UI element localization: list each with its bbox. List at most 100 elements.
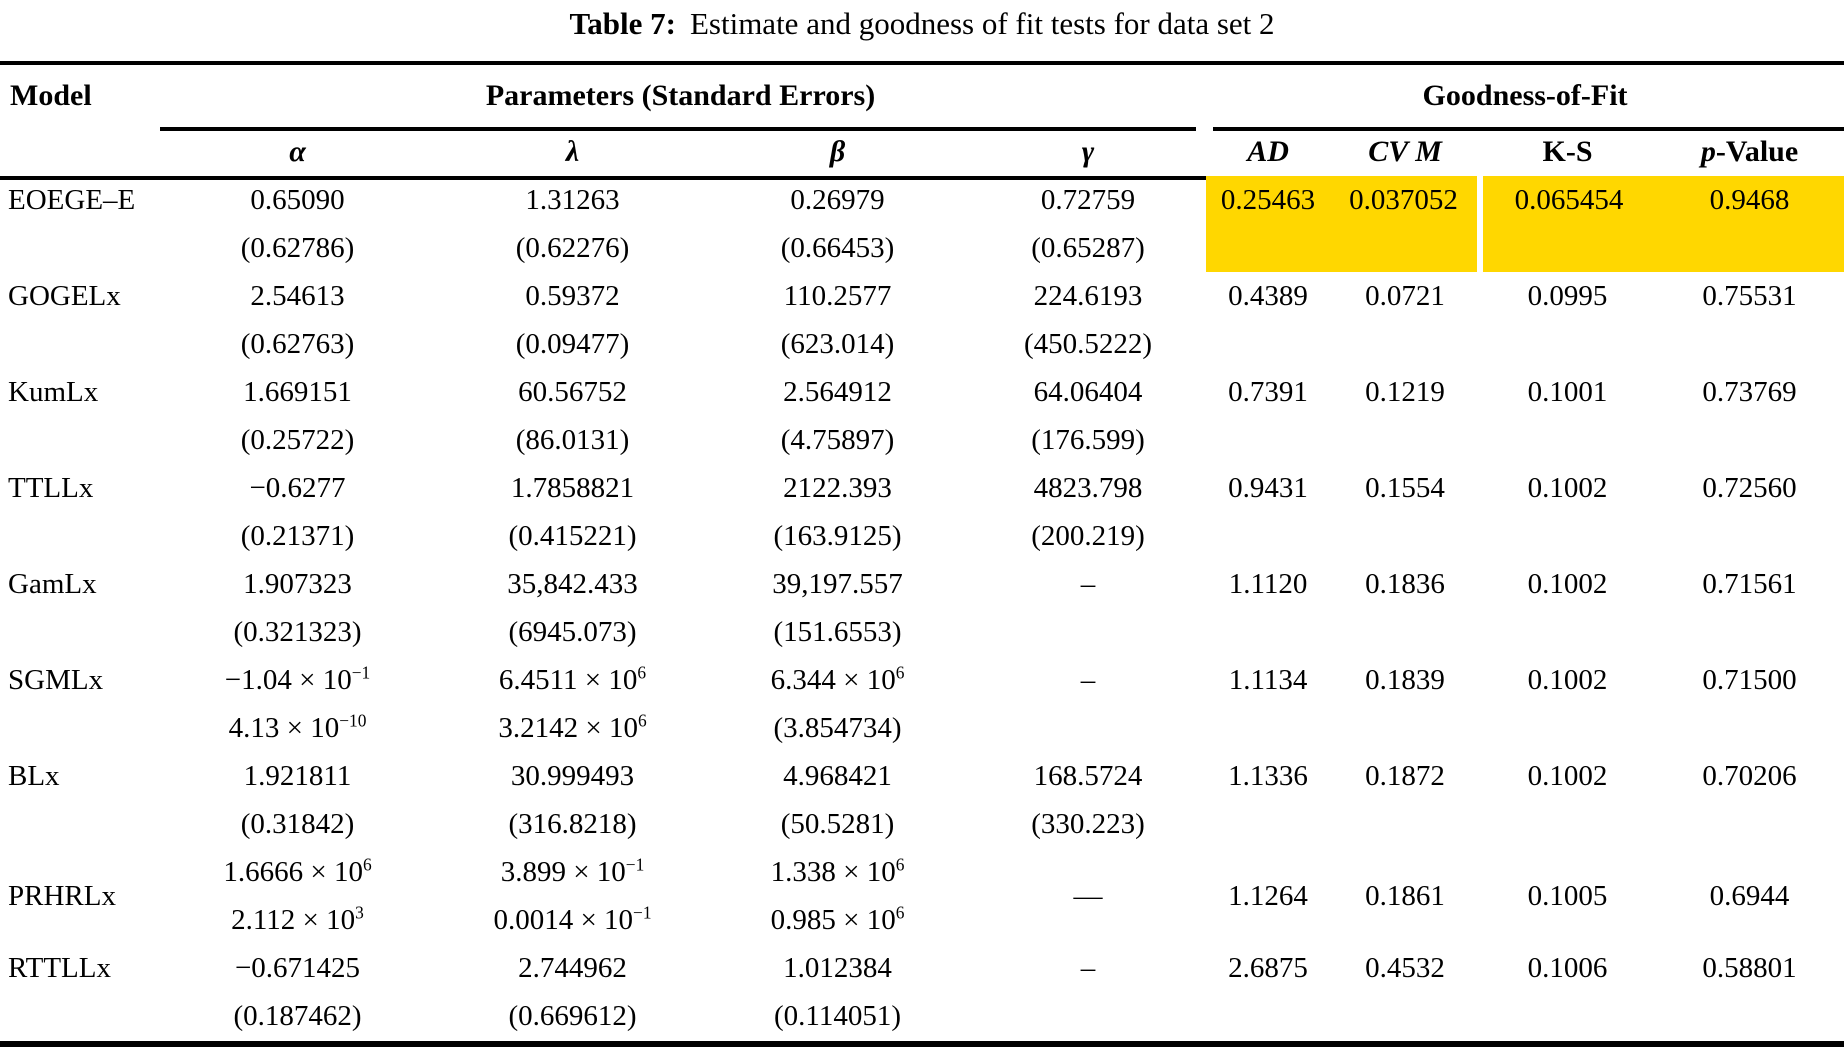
gof-value: 0.1002 [1527,472,1608,504]
param-stderr: (0.62763) [240,328,355,360]
table-row-stderr: (0.21371) (0.415221) (163.9125) (200.219) [0,512,1844,560]
gof-value: 0.70206 [1702,760,1797,792]
param-stderr: (0.669612) [508,1000,637,1032]
table-row: RTTLLx −0.671425 2.744962 1.012384 – 2.6875 0.… [0,944,1844,992]
table-row: GOGELx 2.54613 0.59372 110.2577 224.6193 0.43… [0,272,1844,320]
gof-value: 0.065454 [1477,176,1656,272]
param-stderr [970,704,1206,752]
param-estimate: −0.671425 [234,952,361,984]
param-estimate: 2.744962 [518,952,627,984]
model-name: TTLLx [8,472,94,504]
model-name: RTTLLx [8,952,111,984]
param-estimate: – [1080,664,1096,696]
table-caption-label: Table 7: [569,6,676,41]
gof-value: 1.1120 [1228,568,1308,600]
param-stderr: (163.9125) [773,520,902,552]
column-header-ks: K-S [1542,134,1593,168]
model-name: EOEGE–E [8,184,136,216]
gof-value: 0.4389 [1228,280,1308,312]
param-stderr: (450.5222) [1023,328,1153,360]
param-stderr: (151.6553) [773,616,902,648]
model-name: BLx [8,760,60,792]
param-stderr: (3.854734) [773,712,902,744]
gof-value: 0.25463 [1206,176,1331,272]
param-estimate: 1.669151 [243,376,352,408]
gof-value: 0.71500 [1702,664,1797,696]
header-group-row: Model Parameters (Standard Errors) Goodn… [0,65,1844,127]
table-row-stderr: 4.13 × 10−10 3.2142 × 106 (3.854734) [0,704,1844,752]
top-rule [0,61,1844,65]
gof-value: 0.71561 [1702,568,1797,600]
param-stderr: 0.985 × 106 [770,902,905,936]
param-estimate: 110.2577 [783,280,892,312]
param-estimate: 1.921811 [243,760,352,792]
param-estimate: 2.564912 [783,376,892,408]
gof-value: 0.1002 [1527,568,1608,600]
results-table: Model Parameters (Standard Errors) Goodn… [0,65,1844,1040]
parameters-group-rule [160,127,1196,131]
column-header-ad: AD [1247,134,1289,168]
param-estimate: 2122.393 [783,472,892,504]
gamma-dash: — [1073,879,1103,912]
param-estimate: 0.59372 [525,280,620,312]
header-sub-row: α λ β γ AD CV M K-S p-Value [0,127,1844,176]
param-stderr: (176.599) [1031,424,1145,456]
gof-value: 0.1836 [1365,568,1445,600]
param-estimate: 6.4511 × 106 [498,662,647,696]
param-estimate: 30.999493 [510,760,635,792]
param-stderr: (4.75897) [780,424,895,456]
gof-value: 0.0995 [1527,280,1608,312]
table-row: PRHRLx 1.6666 × 106 3.899 × 10−1 1.338 × 10… [0,848,1844,912]
param-stderr: (0.66453) [780,232,895,264]
table-row: KumLx 1.669151 60.56752 2.564912 64.06404 0.7… [0,368,1844,416]
gof-value: 0.1219 [1365,376,1445,408]
gof-value: 0.1554 [1365,472,1445,504]
param-stderr: (0.65287) [1031,232,1145,264]
column-group-goodness-of-fit: Goodness-of-Fit [1422,79,1628,112]
table-caption: Table 7: Estimate and goodness of fit tes… [0,2,1844,46]
table-row: EOEGE–E 0.65090 1.31263 0.26979 0.72759 0.254… [0,176,1844,272]
gof-value: 0.1002 [1527,760,1608,792]
column-header-p-value: p-Value [1655,127,1844,176]
param-stderr: (316.8218) [508,808,637,840]
gof-value: 0.1839 [1365,664,1445,696]
param-stderr: 2.112 × 103 [231,902,364,936]
column-group-parameters: Parameters (Standard Errors) [485,79,876,112]
param-stderr: (6945.073) [508,616,637,648]
column-header-alpha: α [289,134,306,168]
p-value-rest-part: -Value [1715,134,1799,168]
table-row: SGMLx −1.04 × 10−1 6.4511 × 106 6.344 × 106… [0,656,1844,704]
gof-value: 0.1005 [1527,879,1608,912]
table-row-stderr: (0.62786) (0.62276) (0.66453) (0.65287) [0,224,1844,272]
model-name: PRHRLx [8,879,116,912]
table-row-stderr: (0.321323) (6945.073) (151.6553) [0,608,1844,656]
param-estimate: 0.65090 [250,184,345,216]
gof-value: 0.0721 [1365,280,1445,312]
gof-value: 0.037052 [1330,176,1481,272]
table-row-stderr: (0.187462) (0.669612) (0.114051) [0,992,1844,1040]
column-header-beta: β [829,134,846,168]
gof-value: 2.6875 [1228,952,1308,984]
param-stderr [970,608,1206,656]
param-stderr: (0.62786) [240,232,355,264]
table-caption-text: Estimate and goodness of fit tests for d… [689,6,1275,41]
gof-value: 0.58801 [1702,952,1797,984]
gof-value: 0.1001 [1527,376,1608,408]
gof-value: 0.6944 [1709,879,1790,912]
param-estimate: 0.26979 [790,184,885,216]
param-stderr [970,992,1206,1040]
model-name: GOGELx [8,280,121,312]
model-name: KumLx [8,376,99,408]
param-estimate: 4.968421 [783,760,892,792]
gof-value: 0.4532 [1365,952,1445,984]
gof-value: 0.9431 [1228,472,1308,504]
table-row: TTLLx −0.6277 1.7858821 2122.393 4823.798 0.9… [0,464,1844,512]
param-stderr: (0.187462) [233,1000,362,1032]
param-estimate: 64.06404 [1033,376,1143,408]
param-stderr: 4.13 × 10−10 [228,710,367,744]
param-estimate: – [1080,952,1096,984]
param-stderr: (0.31842) [240,808,355,840]
gof-value: 0.1002 [1527,664,1608,696]
goodness-of-fit-group-rule [1213,127,1844,131]
